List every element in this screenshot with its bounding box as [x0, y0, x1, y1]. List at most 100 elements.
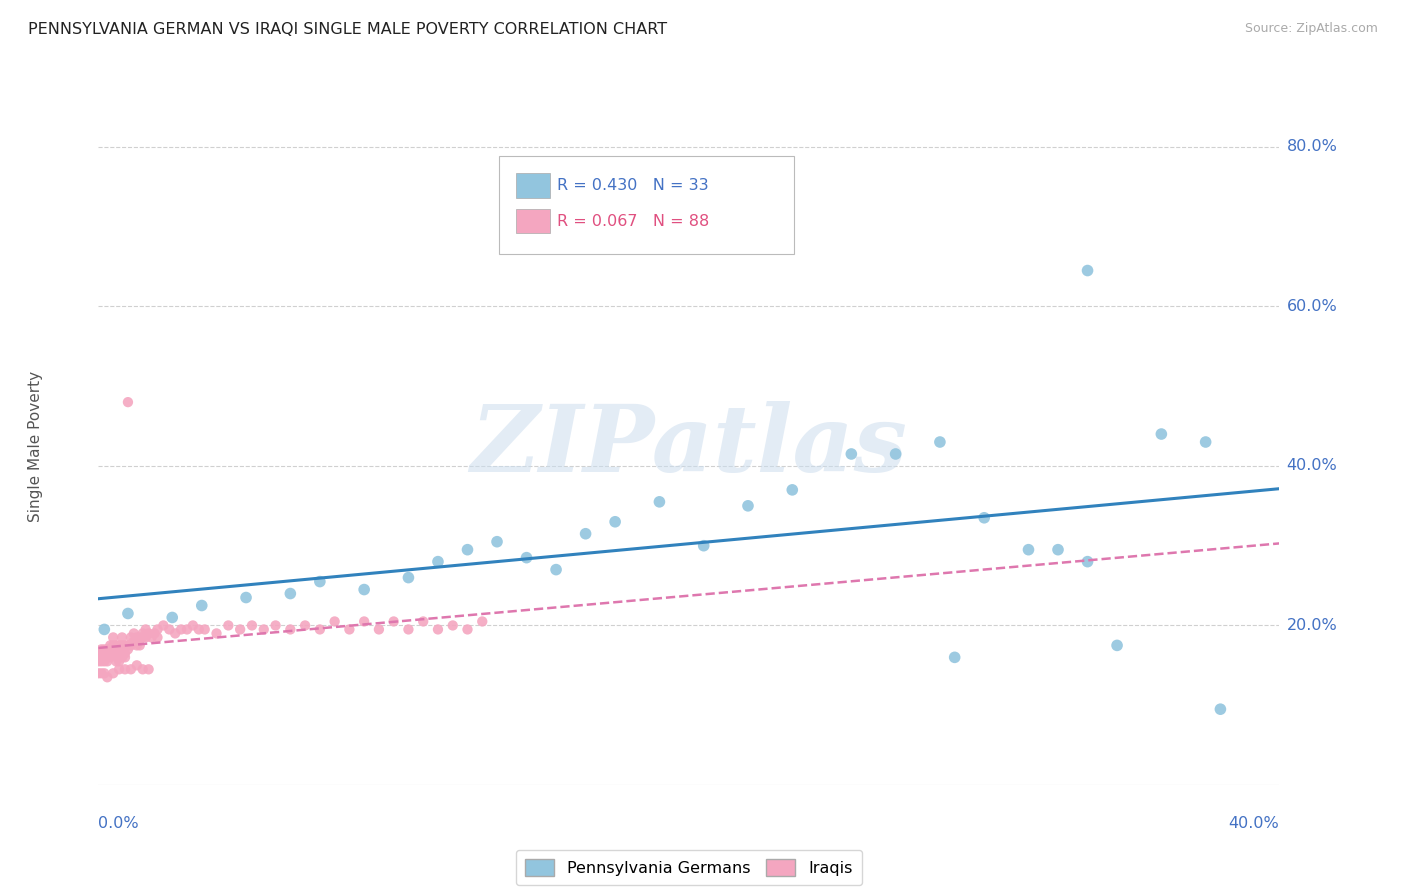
Point: [143, 626, 166, 640]
Text: R = 0.430   N = 33: R = 0.430 N = 33: [557, 178, 709, 193]
Point: [108, 654, 131, 668]
Point: [120, 639, 142, 653]
Point: [135, 623, 157, 637]
Point: [176, 623, 198, 637]
Point: [117, 639, 139, 653]
Point: [396, 623, 419, 637]
Point: [108, 639, 131, 653]
Point: [125, 658, 148, 673]
Text: 0.0%: 0.0%: [98, 816, 139, 831]
Point: [117, 642, 139, 657]
Point: [111, 639, 134, 653]
Point: [382, 615, 405, 629]
Point: [240, 618, 263, 632]
Point: [93, 650, 115, 665]
Point: [456, 623, 478, 637]
Point: [125, 631, 148, 645]
Point: [309, 623, 332, 637]
Point: [441, 618, 464, 632]
Point: [87, 646, 110, 660]
Point: [146, 631, 169, 645]
Point: [125, 639, 148, 653]
Point: [103, 666, 125, 681]
Point: [114, 650, 136, 665]
Point: [170, 623, 193, 637]
Point: [427, 623, 450, 637]
Point: [839, 447, 862, 461]
Point: [323, 615, 346, 629]
Point: [1046, 542, 1069, 557]
Point: [96, 642, 118, 657]
Point: [120, 631, 142, 645]
Text: 80.0%: 80.0%: [1286, 139, 1337, 154]
Point: [138, 626, 160, 640]
Point: [884, 447, 907, 461]
Point: [105, 642, 128, 657]
Point: [368, 623, 391, 637]
Point: [103, 631, 125, 645]
Point: [294, 618, 316, 632]
Text: 40.0%: 40.0%: [1229, 816, 1279, 831]
Text: ZIPatlas: ZIPatlas: [471, 401, 907, 491]
Point: [181, 618, 204, 632]
Point: [103, 639, 125, 653]
Point: [194, 623, 217, 637]
Point: [515, 550, 537, 565]
Text: Single Male Poverty: Single Male Poverty: [28, 370, 42, 522]
Point: [132, 631, 155, 645]
Point: [1195, 435, 1218, 450]
Point: [128, 631, 150, 645]
Point: [146, 623, 169, 637]
Point: [427, 555, 450, 569]
Point: [187, 623, 209, 637]
Point: [217, 618, 239, 632]
Point: [353, 582, 375, 597]
Point: [90, 654, 112, 668]
Point: [98, 639, 121, 653]
Point: [943, 650, 966, 665]
Point: [135, 631, 157, 645]
Text: 60.0%: 60.0%: [1286, 299, 1337, 314]
Point: [574, 526, 596, 541]
Point: [353, 615, 375, 629]
Point: [87, 654, 110, 668]
Point: [973, 510, 995, 524]
Point: [132, 662, 155, 676]
Point: [1017, 542, 1039, 557]
Point: [544, 563, 567, 577]
Point: [96, 670, 118, 684]
Point: [264, 618, 287, 632]
Point: [93, 642, 115, 657]
Point: [235, 591, 257, 605]
Point: [1209, 702, 1232, 716]
Point: [108, 646, 131, 660]
Point: [205, 626, 228, 640]
Point: [120, 662, 142, 676]
Point: [782, 483, 804, 497]
Point: [605, 515, 627, 529]
Point: [93, 654, 115, 668]
Point: [278, 623, 302, 637]
Point: [337, 623, 360, 637]
Point: [165, 626, 187, 640]
Point: [90, 666, 112, 681]
Point: [122, 634, 145, 648]
Point: [1077, 555, 1099, 569]
Point: [693, 539, 716, 553]
Point: [93, 666, 115, 681]
Point: [96, 646, 118, 660]
Point: [278, 586, 302, 600]
Point: [98, 646, 121, 660]
Point: [157, 623, 180, 637]
Point: [87, 666, 110, 681]
Point: [928, 435, 950, 450]
Point: [162, 610, 183, 624]
Point: [486, 534, 509, 549]
Point: [114, 646, 136, 660]
Point: [648, 495, 671, 509]
Text: R = 0.067   N = 88: R = 0.067 N = 88: [557, 214, 709, 228]
Point: [103, 646, 125, 660]
Point: [128, 639, 150, 653]
Point: [1150, 427, 1173, 442]
Point: [93, 623, 115, 637]
